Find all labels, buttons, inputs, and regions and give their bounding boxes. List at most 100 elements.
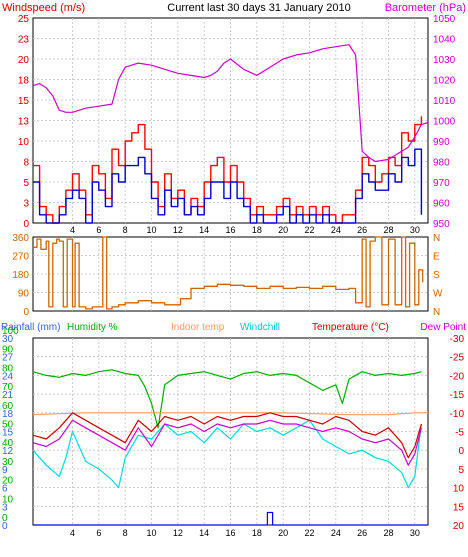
direction-tick-label: 360: [12, 233, 29, 244]
humidity-tick-label: 0: [2, 513, 8, 524]
temperature-tick-label: -5: [455, 428, 464, 439]
x-tick-label: 12: [173, 528, 183, 538]
chart-title: Current last 30 days 31 January 2010: [167, 2, 350, 14]
rainfall-tick-label: 6: [2, 484, 8, 495]
temperature-tick-label: -30: [450, 334, 465, 345]
x-tick-label: 20: [278, 225, 288, 235]
compass-tick-label: W: [433, 289, 443, 300]
temperature-tick-label: -15: [450, 390, 465, 401]
temperature-tick-label: -25: [450, 353, 465, 364]
compass-tick-label: S: [433, 270, 440, 281]
x-tick-label: 24: [331, 225, 341, 235]
humidity-tick-label: 60: [2, 401, 14, 412]
indoor-temp-line: [32, 412, 428, 416]
windspeed-average-line: [33, 148, 423, 224]
x-tick-label: 24: [331, 528, 341, 538]
direction-tick-label: 180: [12, 270, 29, 281]
windspeed-tick-label: 25: [18, 14, 30, 25]
humidity-tick-label: 10: [2, 494, 14, 505]
humidity-tick-label: 40: [2, 438, 14, 449]
x-tick-label: 14: [199, 528, 209, 538]
wind-barometer-panel: 4 6 8 10 12 14 16 18 20 22 24 26 28 30 0 3 5 8 10 13 15 18 20…: [18, 14, 456, 235]
compass-tick-label: N: [433, 307, 440, 318]
x-tick-label: 26: [357, 225, 367, 235]
barometer-tick-label: 990: [433, 137, 450, 148]
temperature-tick-label: -20: [450, 371, 465, 382]
rainfall-tick-label: 12: [2, 446, 14, 457]
indoor-temp-legend: Indoor temp: [171, 322, 225, 333]
barometer-tick-label: 1020: [433, 76, 456, 87]
temperature-tick-label: -10: [450, 409, 465, 420]
temperature-tick-label: 10: [453, 484, 465, 495]
rainfall-tick-label: 3: [2, 502, 8, 513]
temperature-tick-labels: 20 15 10 5 0 -5 -10 -15 -20 -25 -30: [450, 334, 465, 532]
rainfall-tick-label: 24: [2, 371, 14, 382]
x-tick-label: 16: [225, 528, 235, 538]
humidity-tick-label: 90: [2, 345, 14, 356]
rainfall-tick-label: 0: [2, 521, 8, 532]
barometer-hpa-line: [32, 44, 429, 163]
temperature-humidity-panel: 4 6 8 10 12 14 16 18 20 22 24 26 28 30 03691215182124…: [2, 326, 464, 538]
rainfall-tick-label: 21: [2, 390, 14, 401]
left-tick-labels: 0 3 5 8 10 13 15 18 20 23 25: [18, 14, 30, 230]
left-tick-labels: 0 90 180 270 360: [12, 233, 29, 318]
x-tick-label: 30: [410, 528, 420, 538]
temperature-legend: Temperature (°C): [312, 322, 389, 333]
x-tick-label: 12: [173, 225, 183, 235]
humidity-line: [32, 369, 422, 429]
x-tick-label: 16: [225, 225, 235, 235]
temperature-tick-label: 15: [453, 502, 465, 513]
humidity-tick-label: 50: [2, 420, 14, 431]
x-tick-label: 18: [252, 225, 262, 235]
windspeed-tick-label: 20: [18, 55, 30, 66]
x-tick-label: 22: [304, 528, 314, 538]
rainfall-legend: Rainfall (mm): [1, 322, 60, 333]
x-tick-label: 20: [278, 528, 288, 538]
windspeed-tick-label: 0: [23, 219, 29, 230]
x-tick-label: 22: [304, 225, 314, 235]
panel-series: [32, 44, 429, 224]
windspeed-tick-label: 5: [23, 178, 29, 189]
temperature-c-line: [32, 412, 422, 459]
windspeed-tick-label: 13: [18, 117, 30, 128]
panel-series: [32, 369, 428, 526]
dew-point-line: [32, 419, 422, 466]
x-tick-label: 18: [252, 528, 262, 538]
barometer-tick-label: 1010: [433, 96, 456, 107]
humidity-legend: Humidity %: [67, 322, 118, 333]
humidity-tick-label: 100: [2, 326, 19, 337]
temperature-tick-label: 5: [458, 465, 464, 476]
x-tick-label: 26: [357, 528, 367, 538]
x-tick-label: 28: [383, 225, 393, 235]
right-tick-labels: 950 960 970 980 990 1000 1010 1020 1030 1040 1050: [433, 14, 456, 230]
wind-direction-line: [33, 236, 424, 310]
direction-tick-label: 270: [12, 252, 29, 263]
x-tick-label: 10: [146, 528, 156, 538]
x-tick-labels: 4 6 8 10 12 14 16 18 20 22 24 26 28 30: [70, 225, 420, 235]
rainfall-tick-label: 27: [2, 353, 14, 364]
barometer-tick-label: 1050: [433, 14, 456, 25]
x-tick-label: 10: [146, 225, 156, 235]
windspeed-tick-label: 15: [18, 96, 30, 107]
direction-tick-label: 0: [23, 307, 29, 318]
humidity-tick-label: 20: [2, 476, 14, 487]
barometer-tick-label: 980: [433, 158, 450, 169]
temperature-tick-label: 20: [453, 521, 465, 532]
barometer-tick-label: 1030: [433, 55, 456, 66]
x-tick-label: 6: [96, 528, 101, 538]
barometer-tick-label: 950: [433, 219, 450, 230]
dew-point-legend: Dew Point: [420, 322, 466, 333]
panel-series: [33, 236, 424, 310]
windspeed-tick-label: 8: [23, 158, 29, 169]
x-tick-label: 4: [70, 528, 75, 538]
barometer-tick-label: 960: [433, 199, 450, 210]
x-tick-label: 4: [70, 225, 75, 235]
rainfall-tick-label: 15: [2, 428, 14, 439]
windspeed-tick-label: 10: [18, 137, 30, 148]
barometer-tick-label: 1040: [433, 35, 456, 46]
compass-tick-label: N: [433, 233, 440, 244]
